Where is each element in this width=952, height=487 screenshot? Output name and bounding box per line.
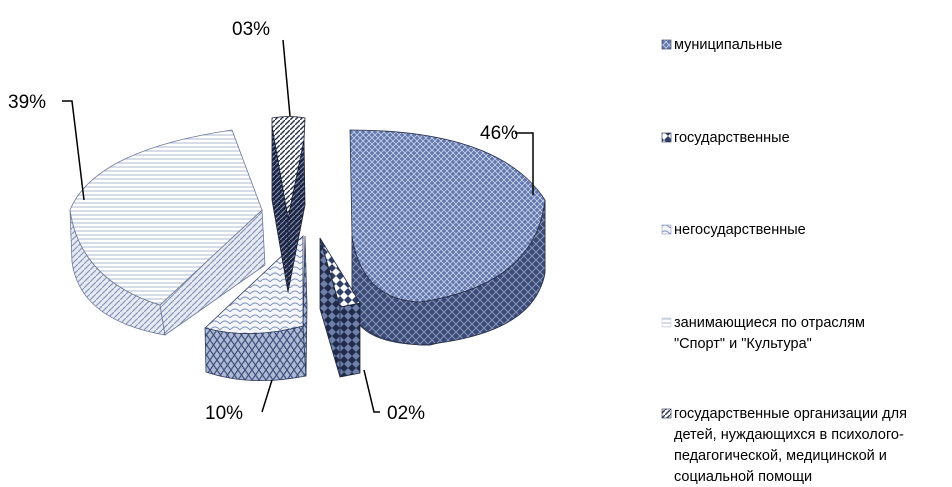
slice-nonstate-side2 <box>302 235 308 377</box>
slice-nonstate[interactable] <box>204 235 308 382</box>
legend-item-sport-culture[interactable]: занимающиеся по отраслям "Спорт" и "Куль… <box>661 315 865 352</box>
slice-children-org-top <box>271 116 306 219</box>
slice-state[interactable] <box>319 237 361 378</box>
leader-line-39 <box>62 100 85 201</box>
legend-swatch-municipal <box>661 39 672 50</box>
data-label-nonstate: 10% <box>205 403 243 424</box>
leader-lines <box>62 39 534 413</box>
data-label-municipal: 46% <box>480 123 518 144</box>
leader-line-46 <box>515 132 534 195</box>
leader-line-03 <box>282 39 291 117</box>
legend: муниципальные государственные негосударс… <box>661 37 907 485</box>
legend-label-children-org-line2: детей, нуждающихся в психолого- <box>674 427 904 443</box>
slice-state-top <box>319 237 361 308</box>
slice-nonstate-side <box>204 325 307 382</box>
legend-swatch-nonstate <box>661 224 672 235</box>
legend-swatch-sport-culture <box>661 317 672 328</box>
pie-slices <box>69 116 546 382</box>
legend-label-children-org-line1: государственные организации для <box>674 406 907 422</box>
slice-sport-culture[interactable] <box>69 129 266 336</box>
data-label-children-org: 03% <box>232 19 270 40</box>
leader-line-10 <box>261 379 273 413</box>
legend-swatch-children-org <box>661 408 672 419</box>
slice-sport-culture-top <box>69 129 263 306</box>
data-label-state: 02% <box>387 403 425 424</box>
legend-label-children-org-line4: социальной помощи <box>674 469 812 485</box>
leader-line-02 <box>363 369 380 413</box>
legend-item-municipal[interactable]: муниципальные <box>661 37 782 53</box>
data-label-sport-culture: 39% <box>8 92 46 113</box>
legend-swatch-state <box>661 132 672 143</box>
slice-nonstate-top <box>204 235 304 334</box>
legend-label-nonstate: негосударственные <box>674 222 806 238</box>
slice-municipal[interactable] <box>349 129 546 346</box>
slice-children-org[interactable] <box>271 116 306 293</box>
slice-state-side2 <box>339 302 361 378</box>
legend-item-nonstate[interactable]: негосударственные <box>661 222 806 238</box>
data-labels: 46% 02% 10% 39% 03% <box>8 19 518 424</box>
legend-label-sport-culture-line2: "Спорт" и "Культура" <box>674 336 812 352</box>
slice-municipal-top <box>349 129 546 303</box>
legend-label-state: государственные <box>674 130 790 146</box>
legend-label-sport-culture-line1: занимающиеся по отраслям <box>674 315 865 331</box>
legend-item-children-org[interactable]: государственные организации для детей, н… <box>661 406 907 485</box>
legend-label-municipal: муниципальные <box>674 37 782 53</box>
legend-label-children-org-line3: педагогической, медицинской и <box>674 448 887 464</box>
legend-item-state[interactable]: государственные <box>661 130 790 146</box>
